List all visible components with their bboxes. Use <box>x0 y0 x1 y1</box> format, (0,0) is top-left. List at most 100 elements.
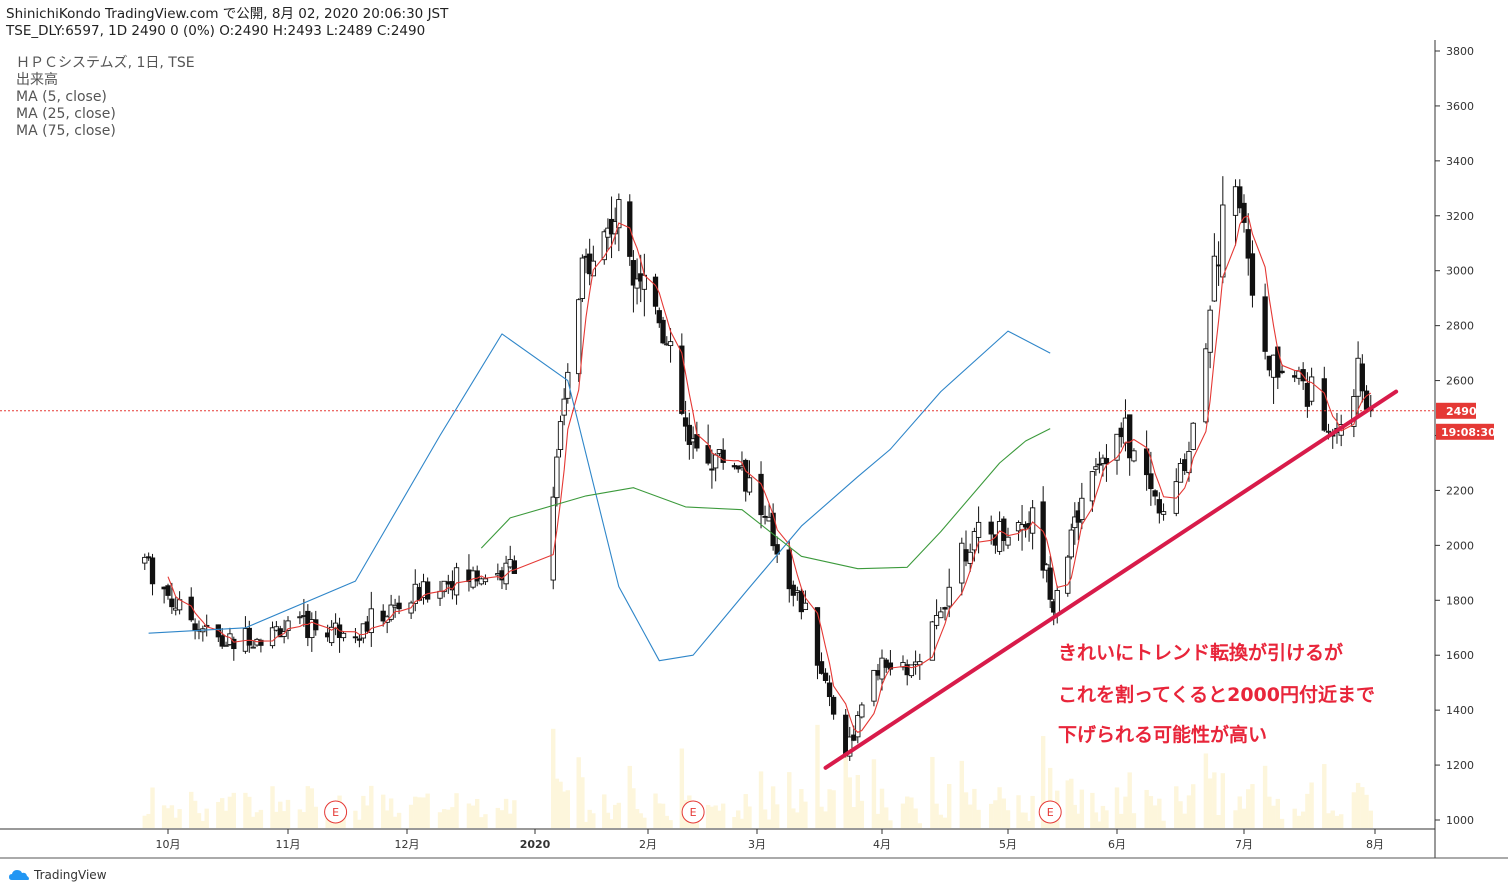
volume-bar <box>219 798 225 828</box>
volume-bar <box>831 790 836 828</box>
volume-bar <box>508 813 513 828</box>
volume-bar <box>200 820 206 828</box>
volume-bar <box>483 814 488 828</box>
candle-body <box>975 521 982 538</box>
volume-bar <box>884 807 889 828</box>
volume-bar <box>254 812 260 828</box>
volume-bar <box>1030 795 1035 828</box>
candle-body <box>328 626 335 644</box>
volume-bar <box>325 813 330 828</box>
candle-body <box>679 345 685 414</box>
volume-bar <box>1047 767 1053 828</box>
volume-bar <box>1023 812 1028 828</box>
volume-bar <box>1279 818 1285 828</box>
candle-body <box>258 639 264 646</box>
candle-body <box>660 319 666 344</box>
candle-body <box>694 434 700 449</box>
volume-bar <box>413 796 418 828</box>
volume-bar <box>1360 787 1365 828</box>
candle-body <box>145 556 152 559</box>
candle-body <box>340 632 347 639</box>
y-tick-label: 3000 <box>1446 265 1474 278</box>
time-axis[interactable]: 10月 11月 12月 2020 2月 3月 4月 5月 6月 7月 8月 <box>156 829 1385 851</box>
legend-volume[interactable]: 出来高 <box>16 72 58 88</box>
earnings-marker-label: E <box>332 806 339 819</box>
volume-bar <box>1090 792 1095 828</box>
volume-bar <box>446 809 451 828</box>
candle-body <box>1177 462 1184 483</box>
candle-body <box>938 611 944 619</box>
volume-bar <box>1275 798 1281 828</box>
tradingview-logo[interactable]: TradingView <box>8 868 107 882</box>
ma5-line <box>167 215 1372 733</box>
volume-bar <box>1144 789 1149 828</box>
countdown-label-text: 19:08:30 <box>1441 426 1496 439</box>
candle-body <box>713 454 719 469</box>
legend-ma25[interactable]: MA (25, close) <box>16 106 116 122</box>
volume-bar <box>758 771 764 828</box>
candle-body <box>963 549 969 562</box>
earnings-marker-label: E <box>690 806 697 819</box>
volume-bar <box>1216 815 1221 828</box>
volume-bar <box>642 817 647 828</box>
volume-bar <box>968 804 973 828</box>
volume-bar <box>196 813 202 828</box>
volume-bar <box>660 803 666 828</box>
volume-bar <box>223 810 229 828</box>
volume-bar <box>616 802 622 828</box>
volume-bar <box>851 807 856 828</box>
candle-body <box>1065 556 1071 594</box>
legend-ma5[interactable]: MA (5, close) <box>16 89 107 105</box>
candle-body <box>946 586 952 607</box>
volume-bar <box>989 803 994 828</box>
volume-bar <box>353 810 358 828</box>
volume-bar <box>1152 805 1158 828</box>
volume-bar <box>1100 805 1106 828</box>
candle-body <box>1270 354 1277 378</box>
candle-body <box>1131 450 1137 462</box>
volume-bar <box>142 815 147 828</box>
volume-bar <box>591 813 596 828</box>
candle-body <box>879 657 885 680</box>
annotation-line2: これを割ってくると2000円付近まで <box>1058 684 1375 706</box>
volume-bar <box>454 793 459 828</box>
y-tick-label: 1200 <box>1446 759 1474 772</box>
candle-body <box>630 260 637 286</box>
volume-bar <box>278 801 283 828</box>
volume-bar <box>1246 789 1251 828</box>
candle-body <box>743 459 749 492</box>
volume-bar <box>474 799 480 828</box>
volume-bar <box>146 813 151 828</box>
candle-body <box>634 278 640 289</box>
candle-body <box>368 608 374 634</box>
candle-body <box>1122 417 1129 444</box>
legend-ma75[interactable]: MA (75, close) <box>16 123 116 139</box>
volume-bar <box>309 788 314 828</box>
volume-bar <box>1157 798 1162 828</box>
volume-bar <box>357 819 362 828</box>
candle-body <box>709 468 715 471</box>
candle-body <box>859 704 865 718</box>
candle-body <box>971 531 978 551</box>
legend-symbol[interactable]: ＨＰＣシステムズ, 1日, TSE <box>16 55 195 71</box>
candle-body <box>652 276 659 307</box>
x-tick-label: 2月 <box>639 838 657 851</box>
volume-bar <box>425 793 430 828</box>
volume-bar <box>1364 794 1369 828</box>
volume-bar <box>561 791 567 828</box>
candle-body <box>1001 518 1007 541</box>
tradingview-brand: TradingView <box>34 868 107 882</box>
candle-body <box>511 560 518 574</box>
volume-bar <box>1368 810 1373 828</box>
candle-body <box>1203 348 1209 423</box>
volume-bar <box>258 809 264 828</box>
y-tick-label: 3400 <box>1446 155 1474 168</box>
candle-body <box>786 549 792 590</box>
x-tick-label: 8月 <box>1366 838 1384 851</box>
volume-bar <box>1191 784 1196 828</box>
volume-bar <box>602 794 607 828</box>
volume-bar <box>631 788 636 828</box>
candle-body <box>188 596 194 621</box>
